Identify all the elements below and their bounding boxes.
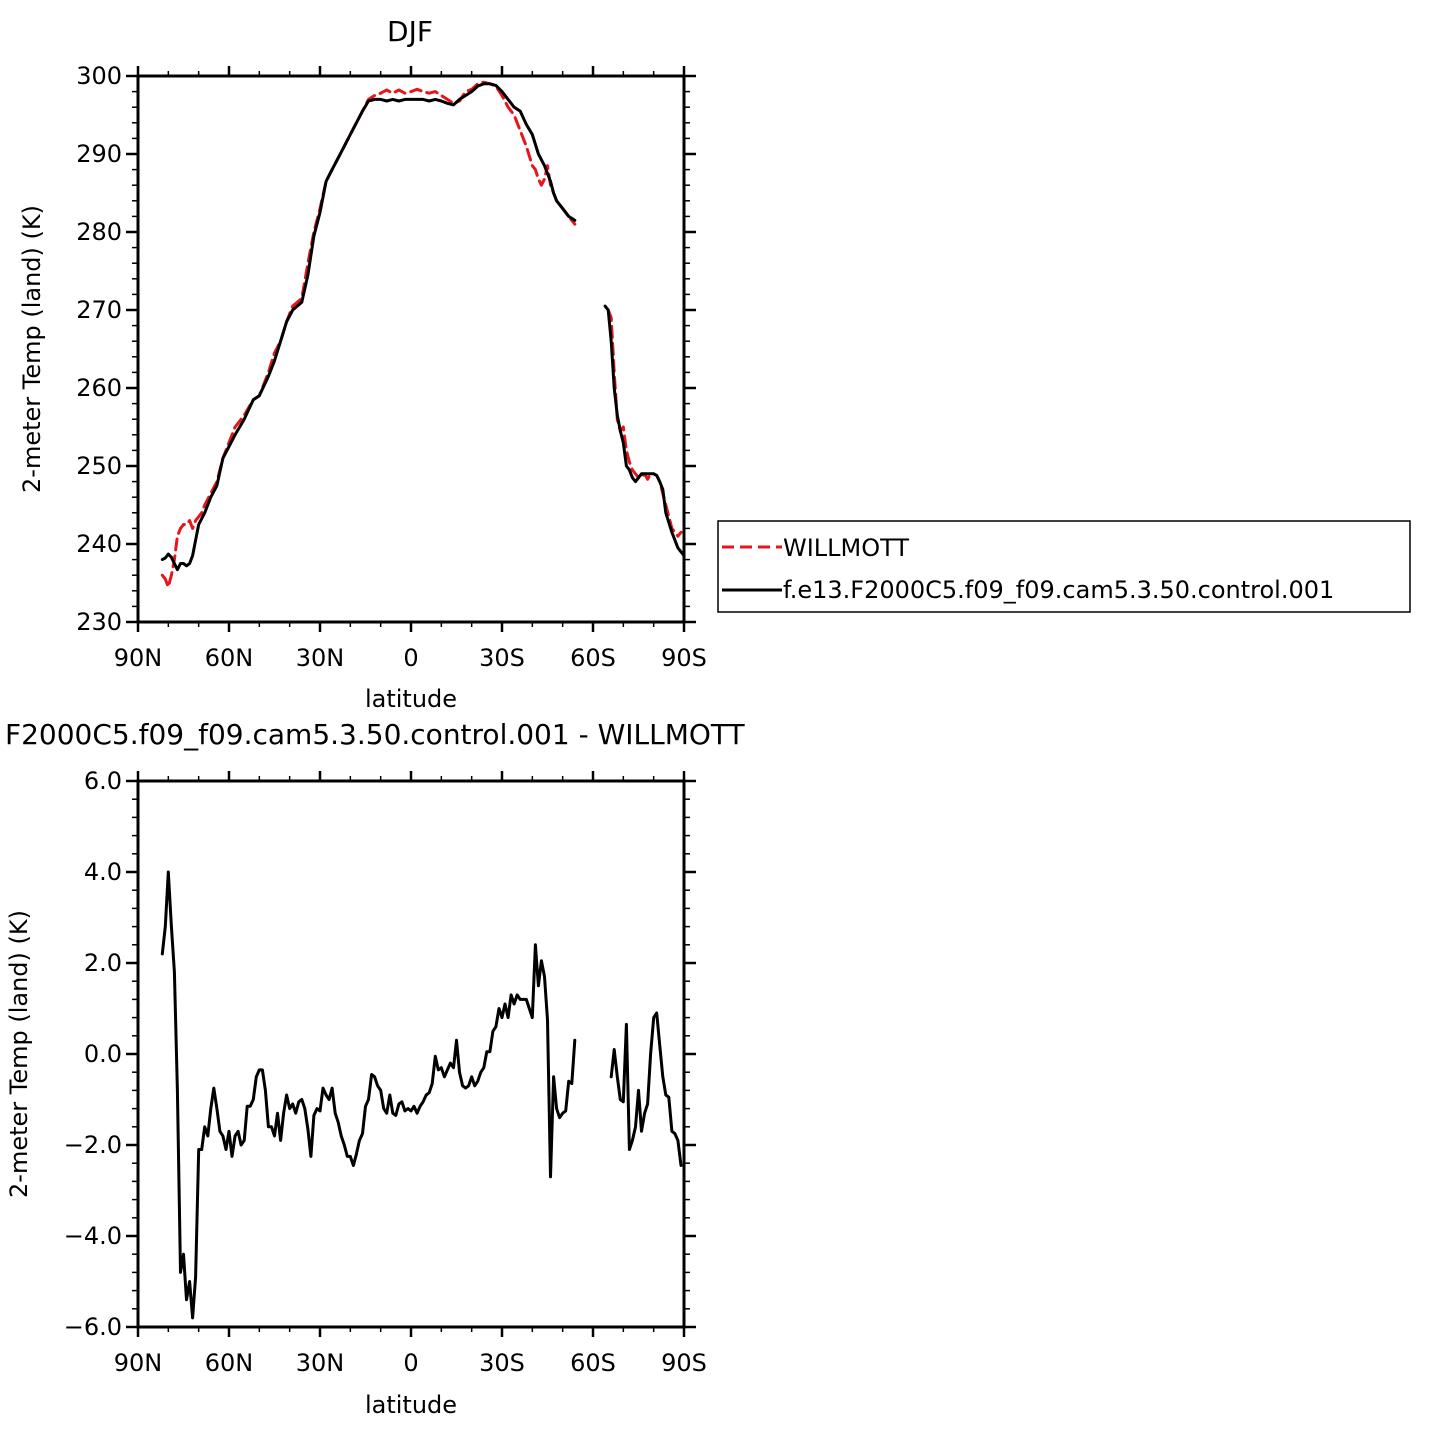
plot-frame — [136, 74, 686, 624]
y-tick-label: −4.0 — [64, 1222, 122, 1250]
x-tick-label: 90S — [661, 1349, 707, 1377]
y-axis-label: 2-meter Temp (land) (K) — [18, 205, 46, 493]
x-tick-label: 30S — [479, 1349, 525, 1377]
x-axis-label: latitude — [365, 1391, 457, 1419]
y-tick-label: 260 — [76, 374, 122, 402]
y-tick-label: 270 — [76, 296, 122, 324]
series-line-difference — [609, 1011, 683, 1167]
x-tick-label: 0 — [403, 1349, 418, 1377]
x-tick-label: 60N — [205, 644, 254, 672]
legend-box — [717, 520, 1411, 613]
y-tick-label: 300 — [76, 62, 122, 90]
legend-label-willmott: WILLMOTT — [783, 534, 909, 562]
y-tick-label: 2.0 — [84, 949, 122, 977]
series-line-difference — [160, 870, 577, 1320]
y-tick-label: 6.0 — [84, 767, 122, 795]
chart-title: F2000C5.f09_f09.cam5.3.50.control.001 - … — [5, 718, 746, 751]
x-tick-label: 60S — [570, 1349, 616, 1377]
legend: WILLMOTT f.e13.F2000C5.f09_f09.cam5.3.50… — [717, 520, 1411, 613]
series-line-willmott — [160, 80, 577, 589]
x-tick-label: 90N — [114, 1349, 163, 1377]
chart-title: DJF — [387, 15, 433, 48]
x-axis-label: latitude — [365, 685, 457, 713]
x-tick-label: 30N — [296, 644, 345, 672]
plot-lines — [160, 80, 686, 589]
x-tick-label: 30N — [296, 1349, 345, 1377]
plot-lines — [160, 870, 683, 1320]
plot-frame — [136, 779, 686, 1329]
y-tick-label: 240 — [76, 530, 122, 558]
x-tick-label: 30S — [479, 644, 525, 672]
y-tick-label: 0.0 — [84, 1040, 122, 1068]
y-tick-label: −2.0 — [64, 1131, 122, 1159]
y-tick-label: 280 — [76, 218, 122, 246]
x-tick-label: 90N — [114, 644, 163, 672]
legend-label-model: f.e13.F2000C5.f09_f09.cam5.3.50.control.… — [783, 576, 1334, 604]
y-tick-label: 4.0 — [84, 858, 122, 886]
x-tick-label: 60S — [570, 644, 616, 672]
x-tick-label: 90S — [661, 644, 707, 672]
x-tick-label: 0 — [403, 644, 418, 672]
series-line-model — [160, 82, 577, 572]
y-tick-label: 290 — [76, 140, 122, 168]
y-axis-label: 2-meter Temp (land) (K) — [5, 910, 33, 1198]
y-tick-label: −6.0 — [64, 1313, 122, 1341]
y-tick-label: 250 — [76, 452, 122, 480]
series-line-model — [603, 304, 686, 558]
bottom-panel-difference: F2000C5.f09_f09.cam5.3.50.control.001 - … — [5, 718, 746, 1419]
x-tick-label: 60N — [205, 1349, 254, 1377]
top-panel-djf: DJF latitude 2-meter Temp (land) (K) 90N… — [18, 15, 707, 713]
y-tick-label: 230 — [76, 608, 122, 636]
